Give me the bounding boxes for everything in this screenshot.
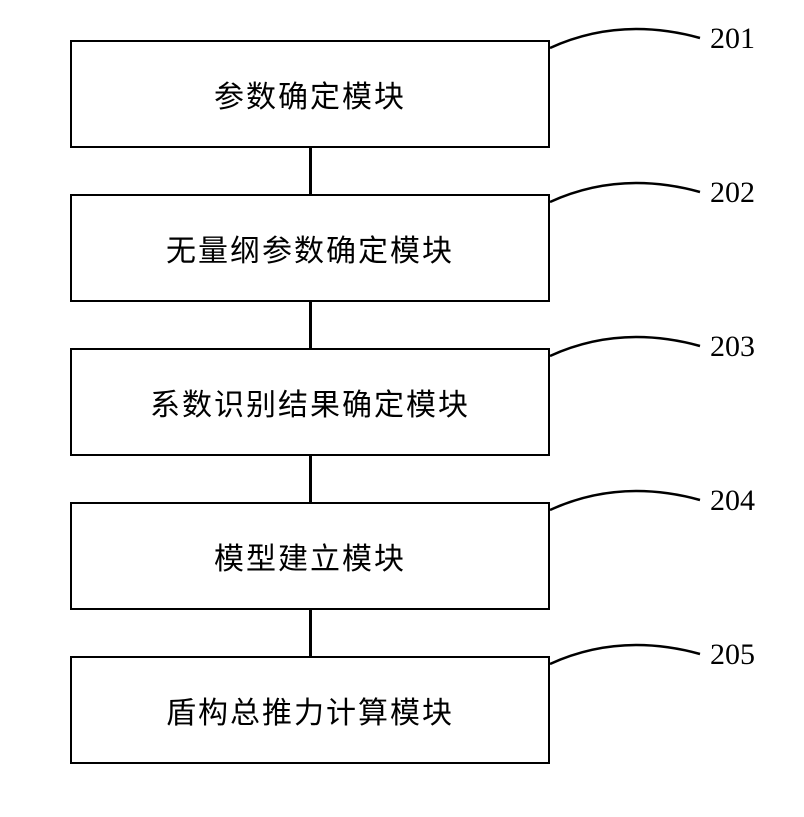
ref-205: 205: [710, 638, 755, 672]
diagram-canvas: 参数确定模块 201 无量纲参数确定模块 202 系数识别结果确定模块 203 …: [0, 0, 804, 817]
leader-205: [0, 0, 804, 817]
